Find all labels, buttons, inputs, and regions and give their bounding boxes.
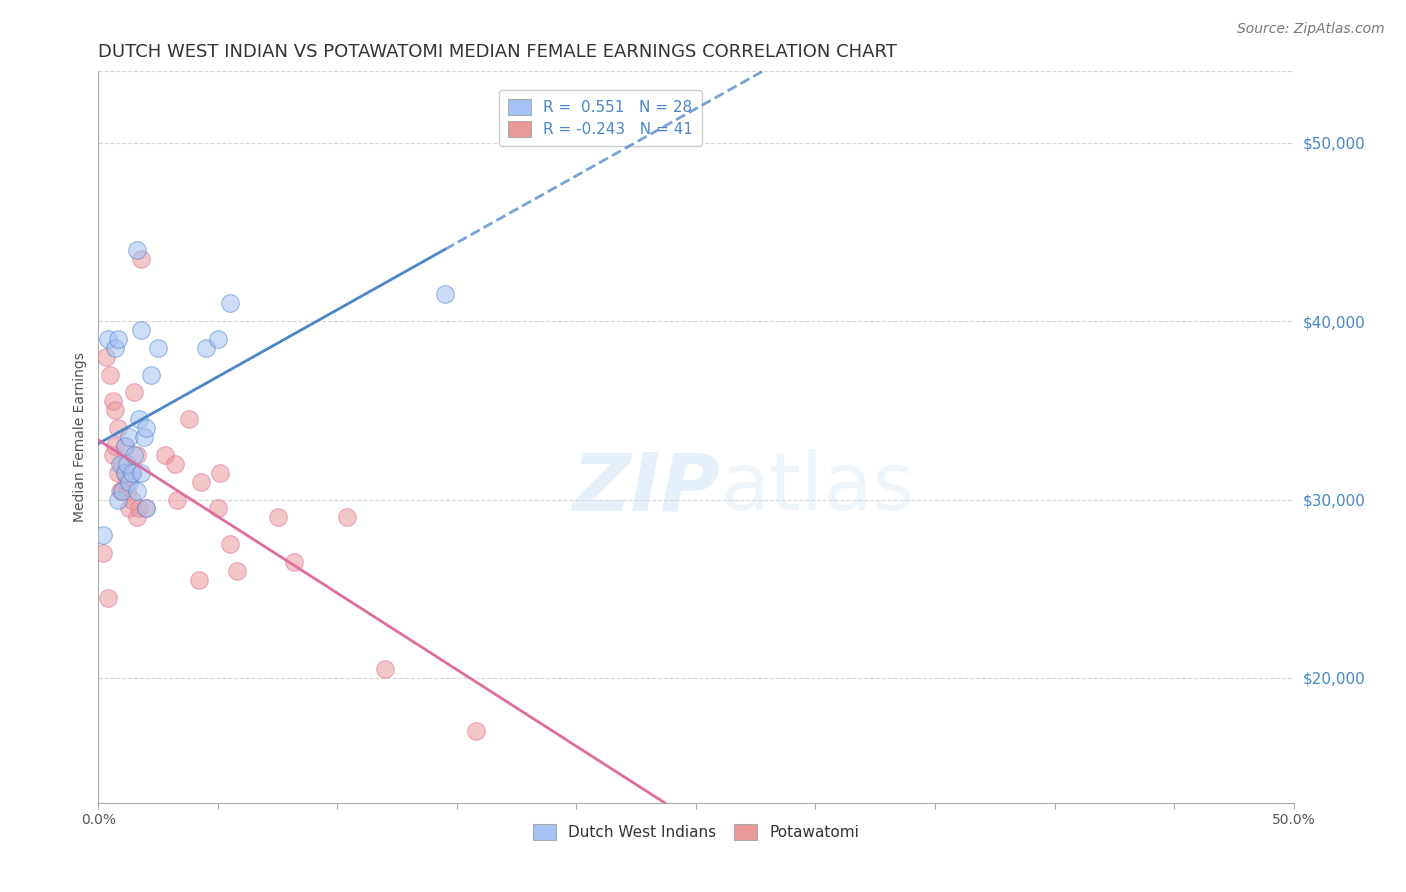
- Point: [108, 483, 131, 498]
- Point: [115, 457, 138, 471]
- Point: [114, 466, 136, 480]
- Point: [104, 341, 127, 355]
- Point: [179, 412, 201, 426]
- Point: [226, 564, 249, 578]
- Point: [118, 475, 141, 489]
- Point: [115, 475, 138, 489]
- Point: [111, 483, 134, 498]
- Point: [124, 385, 146, 400]
- Point: [107, 421, 129, 435]
- Point: [97, 332, 120, 346]
- Point: [163, 457, 186, 471]
- Point: [128, 412, 150, 426]
- Point: [374, 662, 396, 676]
- Point: [336, 510, 359, 524]
- Y-axis label: Median Female Earnings: Median Female Earnings: [73, 352, 87, 522]
- Point: [155, 448, 177, 462]
- Point: [166, 492, 188, 507]
- Point: [219, 537, 242, 551]
- Point: [114, 466, 136, 480]
- Point: [97, 591, 120, 605]
- Point: [98, 368, 122, 382]
- Point: [104, 403, 127, 417]
- Point: [121, 466, 143, 480]
- Point: [91, 528, 114, 542]
- Point: [101, 394, 124, 409]
- Text: DUTCH WEST INDIAN VS POTAWATOMI MEDIAN FEMALE EARNINGS CORRELATION CHART: DUTCH WEST INDIAN VS POTAWATOMI MEDIAN F…: [98, 44, 897, 62]
- Text: atlas: atlas: [720, 450, 914, 527]
- Point: [135, 501, 157, 516]
- Point: [107, 492, 129, 507]
- Text: ZIP: ZIP: [572, 450, 720, 527]
- Point: [125, 448, 148, 462]
- Point: [91, 546, 114, 560]
- Point: [115, 483, 138, 498]
- Point: [124, 448, 146, 462]
- Point: [114, 439, 136, 453]
- Point: [283, 555, 305, 569]
- Point: [195, 341, 218, 355]
- Point: [465, 724, 488, 739]
- Text: Source: ZipAtlas.com: Source: ZipAtlas.com: [1237, 22, 1385, 37]
- Point: [111, 457, 134, 471]
- Point: [135, 501, 157, 516]
- Point: [101, 448, 124, 462]
- Point: [139, 368, 162, 382]
- Point: [108, 457, 131, 471]
- Point: [125, 510, 148, 524]
- Legend: Dutch West Indians, Potawatomi: Dutch West Indians, Potawatomi: [527, 818, 865, 847]
- Point: [121, 492, 143, 507]
- Point: [121, 466, 143, 480]
- Point: [107, 466, 129, 480]
- Point: [132, 430, 155, 444]
- Point: [131, 323, 153, 337]
- Point: [104, 439, 127, 453]
- Point: [118, 430, 141, 444]
- Point: [267, 510, 290, 524]
- Point: [128, 501, 150, 516]
- Point: [131, 252, 153, 266]
- Point: [219, 296, 242, 310]
- Point: [111, 483, 134, 498]
- Point: [148, 341, 170, 355]
- Point: [94, 350, 117, 364]
- Point: [125, 243, 148, 257]
- Point: [125, 483, 148, 498]
- Point: [207, 501, 229, 516]
- Point: [209, 466, 232, 480]
- Point: [114, 439, 136, 453]
- Point: [118, 501, 141, 516]
- Point: [187, 573, 209, 587]
- Point: [207, 332, 229, 346]
- Point: [434, 287, 457, 301]
- Point: [135, 421, 157, 435]
- Point: [107, 332, 129, 346]
- Point: [131, 466, 153, 480]
- Point: [190, 475, 212, 489]
